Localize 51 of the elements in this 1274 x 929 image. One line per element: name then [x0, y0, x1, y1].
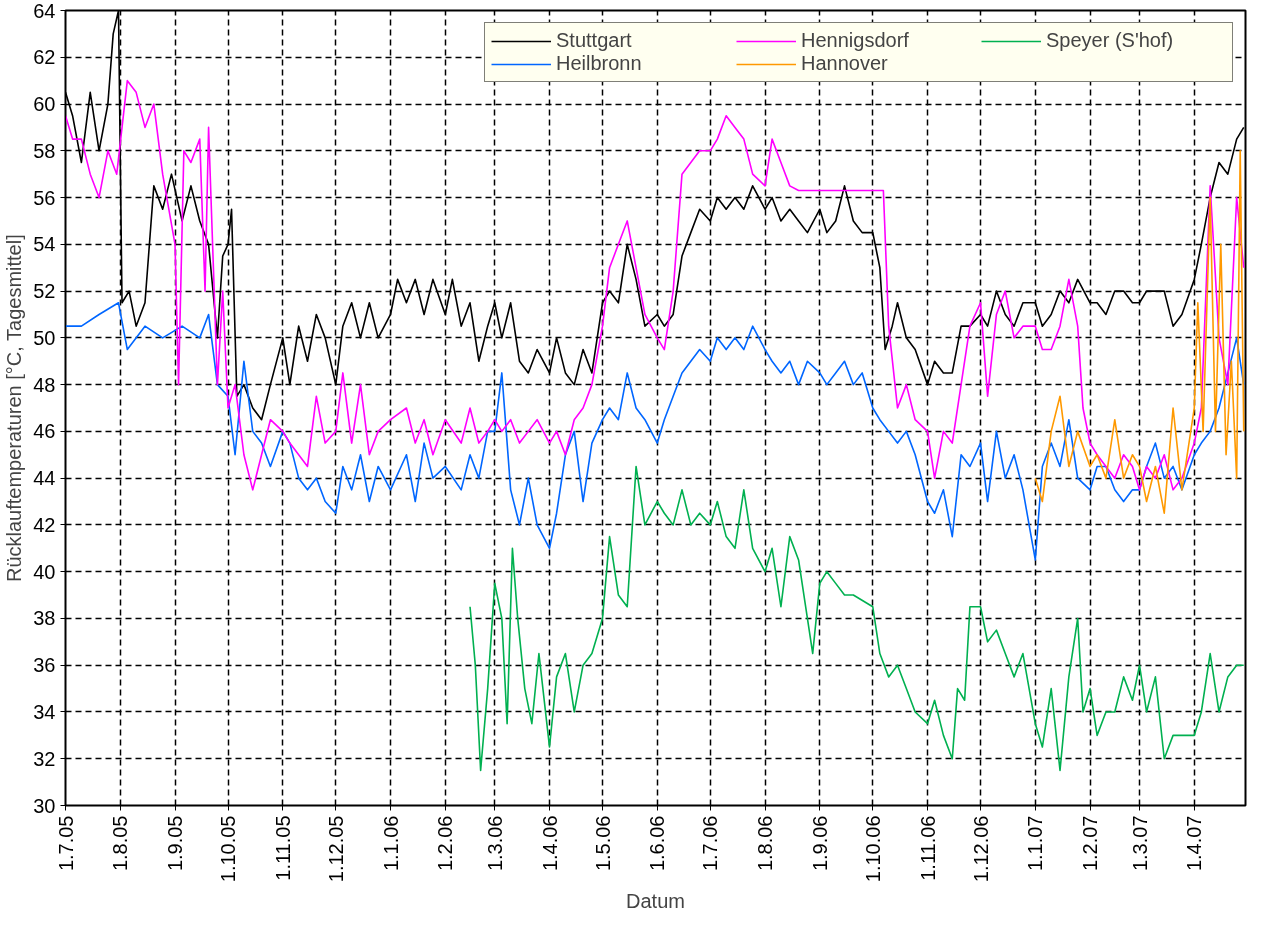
line-series	[65, 79, 1245, 491]
y-tick-label: 42	[33, 513, 56, 536]
line-series	[469, 465, 1245, 772]
x-tick-label: 1.5.06	[591, 815, 614, 872]
y-tick-label: 30	[33, 794, 56, 817]
y-tick-label: 60	[33, 93, 56, 116]
y-tick-label: 40	[33, 560, 56, 583]
x-tick-label: 1.2.06	[434, 815, 457, 872]
x-tick-label: 1.7.06	[699, 815, 722, 872]
y-tick-label: 44	[33, 467, 56, 490]
y-axis-title: Rücklauftemperaturen [°C, Tagesmittel]	[3, 234, 26, 583]
x-tick-label: 1.3.07	[1128, 815, 1151, 872]
x-tick-label: 1.6.06	[646, 815, 669, 872]
y-tick-label: 36	[33, 654, 56, 677]
legend-label: Stuttgart	[556, 29, 633, 52]
y-tick-label: 62	[33, 46, 56, 69]
y-tick-label: 64	[33, 0, 56, 22]
y-tick-label: 50	[33, 326, 56, 349]
y-tick-label: 48	[33, 373, 56, 396]
x-tick-label: 1.11.05	[271, 815, 294, 881]
legend-label: Heilbronn	[556, 52, 643, 75]
x-tick-label: 1.9.06	[808, 815, 831, 872]
legend-label: Hannover	[801, 52, 889, 75]
x-tick-label: 1.9.05	[164, 815, 187, 872]
x-tick-label: 1.2.07	[1079, 815, 1102, 872]
x-tick-label: 1.8.05	[109, 815, 132, 872]
x-tick-label: 1.1.06	[379, 815, 402, 872]
y-tick-label: 34	[33, 700, 56, 723]
x-tick-label: 1.3.06	[483, 815, 506, 872]
y-tick-label: 52	[33, 280, 56, 303]
x-tick-label: 1.12.06	[969, 815, 992, 883]
x-tick-label: 1.8.06	[754, 815, 777, 872]
x-tick-label: 1.4.07	[1183, 815, 1206, 872]
x-tick-label: 1.11.06	[916, 815, 939, 881]
y-tick-label: 56	[33, 186, 56, 209]
x-tick-label: 1.12.05	[324, 815, 347, 883]
x-tick-label: 1.7.05	[54, 815, 77, 872]
y-tick-label: 54	[33, 233, 56, 256]
x-tick-label: 1.1.07	[1024, 815, 1047, 872]
y-tick-label: 58	[33, 139, 56, 162]
legend-label: Hennigsdorf	[801, 29, 910, 52]
line-series	[1034, 149, 1245, 515]
y-tick-label: 46	[33, 420, 56, 443]
y-tick-label: 32	[33, 747, 56, 770]
x-axis-title: Datum	[626, 890, 685, 913]
y-tick-label: 38	[33, 607, 56, 630]
x-tick-label: 1.4.06	[538, 815, 561, 872]
legend-label: Speyer (S'hof)	[1046, 29, 1175, 52]
line-series	[65, 301, 1245, 561]
x-tick-label: 1.10.06	[861, 815, 884, 883]
x-tick-label: 1.10.05	[217, 815, 240, 883]
